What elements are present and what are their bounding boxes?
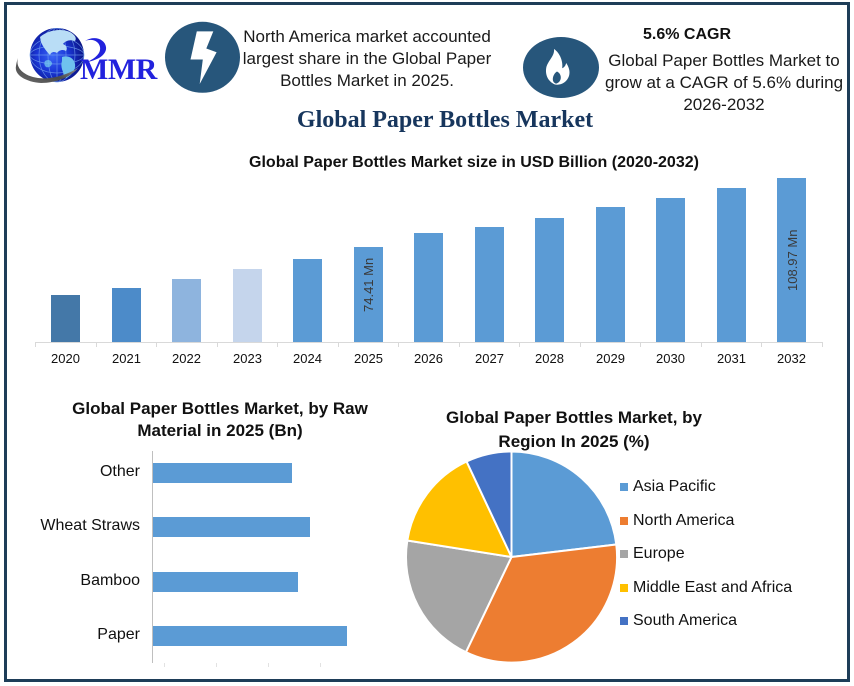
svg-text:MMR: MMR [80, 53, 158, 86]
